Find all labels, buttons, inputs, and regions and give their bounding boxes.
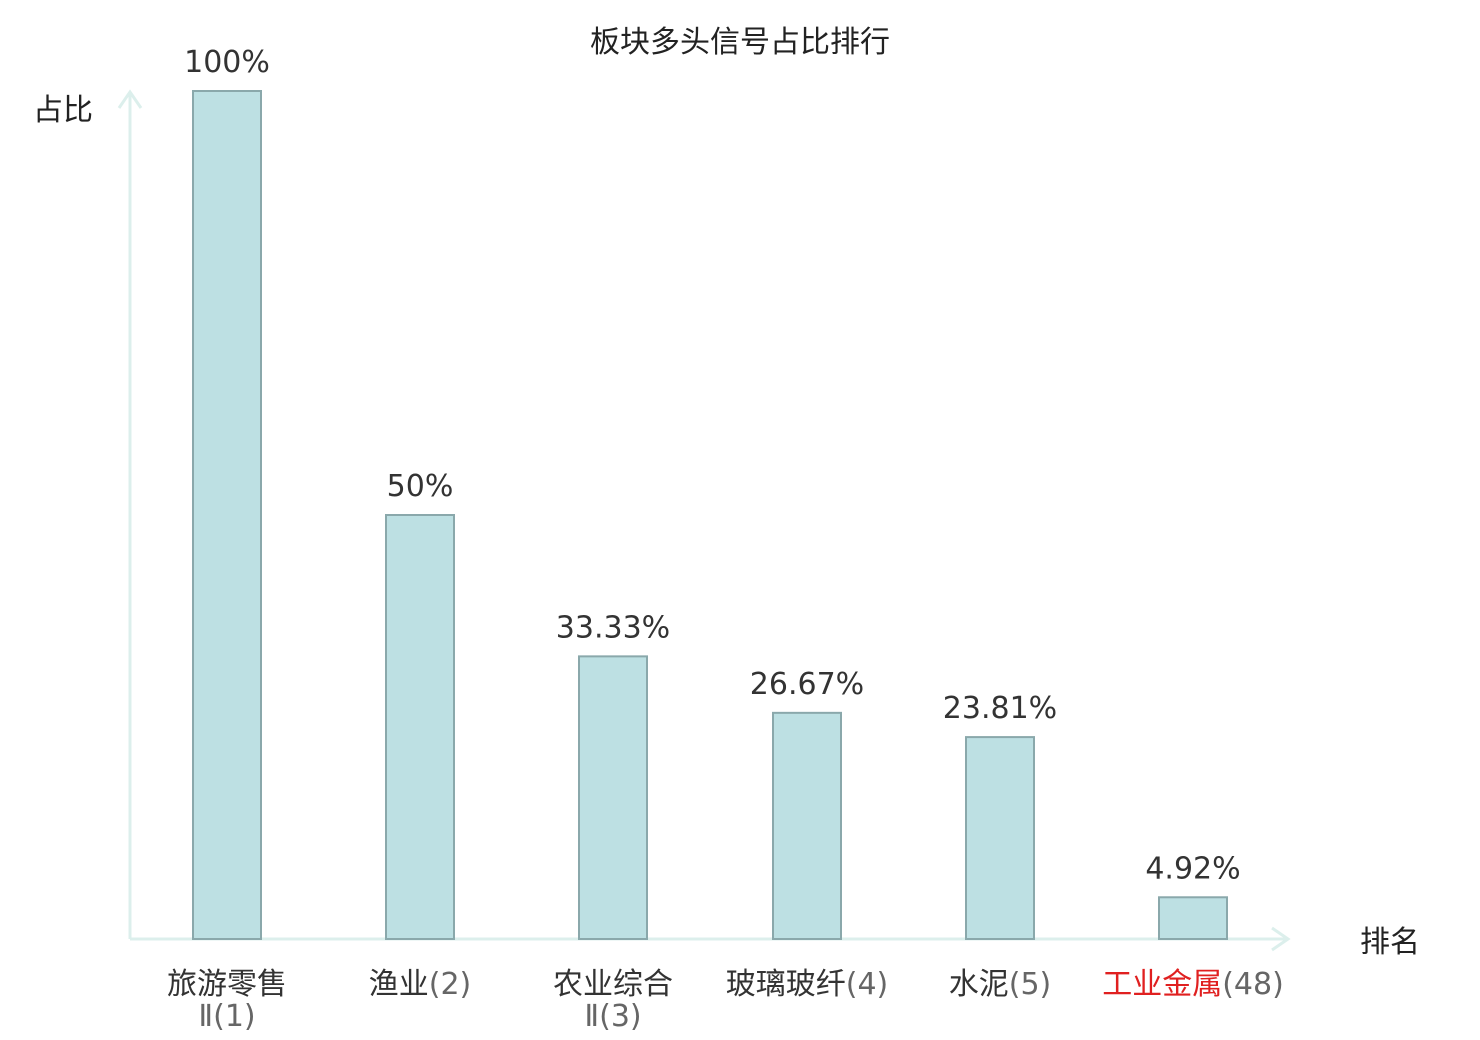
category-rank: (4) <box>846 967 889 1002</box>
data-label: 50% <box>387 469 454 504</box>
x-tick-label-line2: Ⅱ(1) <box>198 999 255 1034</box>
x-tick-label: 工业金属(48) <box>1102 967 1284 1002</box>
bar <box>772 711 842 940</box>
x-axis-label: 排名 <box>1360 925 1420 960</box>
x-tick-label: 水泥(5) <box>949 967 1052 1002</box>
data-label: 100% <box>184 45 270 80</box>
category-name: 旅游零售 <box>167 967 287 1002</box>
category-rank: (5) <box>1009 967 1052 1002</box>
category-rank: (2) <box>429 967 472 1002</box>
x-tick-label: 农业综合 <box>553 967 673 1002</box>
data-label: 23.81% <box>943 691 1057 726</box>
value-labels-group: 100% 50% 33.33% 26.67% 23.81% 4.92% <box>184 45 1241 886</box>
bar <box>1158 896 1228 940</box>
data-label: 26.67% <box>750 667 864 702</box>
category-name: 农业综合 <box>553 967 673 1002</box>
data-label: 33.33% <box>556 610 670 645</box>
bar <box>578 655 648 940</box>
x-axis-arrow <box>1271 926 1291 952</box>
bar <box>192 90 262 940</box>
category-name: 水泥 <box>949 967 1009 1002</box>
category-name: 工业金属 <box>1102 967 1222 1002</box>
x-tick-label: 旅游零售 <box>167 967 287 1002</box>
category-rank: (48) <box>1222 967 1284 1002</box>
bar <box>965 736 1035 940</box>
x-tick-label-line2: Ⅱ(3) <box>584 999 641 1034</box>
x-tick-label: 玻璃玻纤(4) <box>726 967 889 1002</box>
bars-group <box>192 90 1228 940</box>
category-name: 玻璃玻纤 <box>726 967 846 1002</box>
y-axis-label: 占比 <box>33 93 93 128</box>
bar <box>385 514 455 940</box>
y-axis-arrow <box>117 89 143 109</box>
x-tick-label: 渔业(2) <box>369 967 472 1002</box>
axes <box>117 89 1291 952</box>
data-label: 4.92% <box>1145 851 1240 886</box>
category-name: 渔业 <box>369 967 429 1002</box>
chart-title: 板块多头信号占比排行 <box>590 25 890 60</box>
